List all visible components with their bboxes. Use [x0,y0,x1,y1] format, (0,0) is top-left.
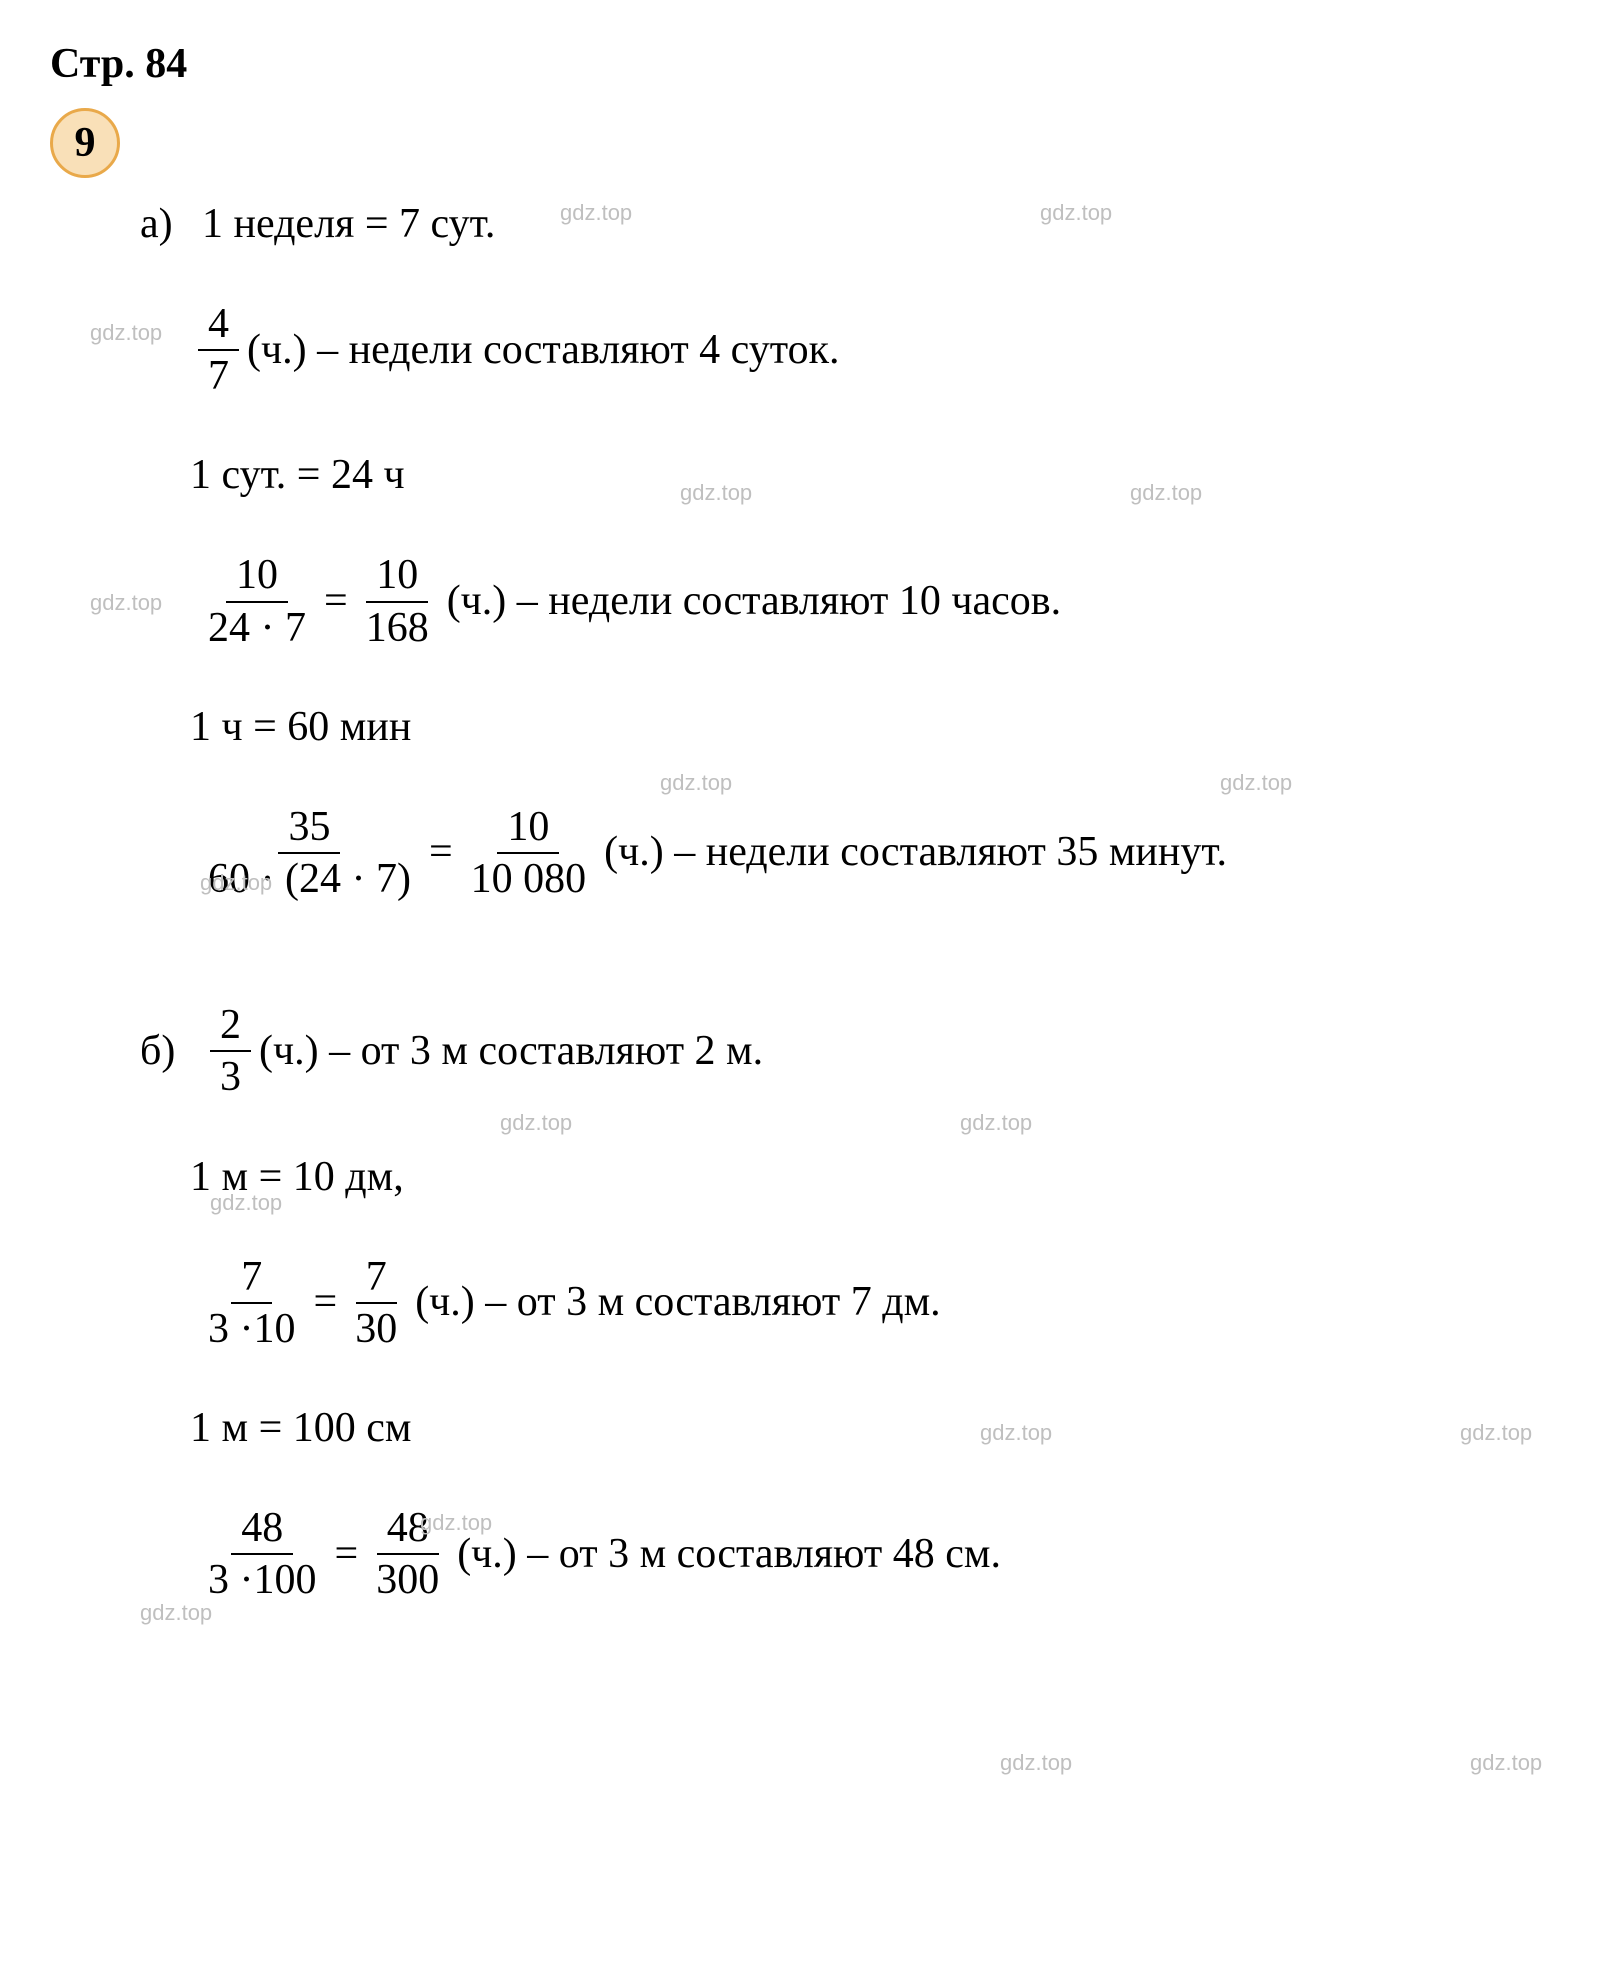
problem-badge: 9 [50,108,120,178]
numerator: 7 [356,1254,397,1304]
part-a-line2: 1 сут. = 24 ч [140,444,1570,507]
denominator: 3 ·10 [198,1304,306,1352]
numerator: 48 [231,1505,293,1555]
numerator: 10 [497,804,559,854]
fraction: 7 30 [345,1254,407,1352]
text: (ч.) – от 3 м составляют 48 см. [457,1523,1001,1586]
part-b-frac3-line: 48 3 ·100 = 48 300 (ч.) – от 3 м составл… [140,1505,1570,1603]
numerator: 35 [278,804,340,854]
watermark: gdz.top [140,1600,212,1626]
equals: = [335,1523,359,1586]
denominator: 3 ·100 [198,1555,327,1603]
numerator: 10 [366,552,428,602]
denominator: 3 [210,1052,251,1100]
equals: = [429,821,453,884]
fraction: 10 10 080 [461,804,597,902]
denominator: 60 · (24 · 7) [198,854,421,902]
part-a-label: а) [140,193,190,256]
denominator: 30 [345,1304,407,1352]
text: (ч.) – от 3 м составляют 2 м. [259,1020,763,1083]
fraction: 35 60 · (24 · 7) [198,804,421,902]
watermark: gdz.top [1000,1750,1072,1776]
page-header: Стр. 84 [50,40,1570,88]
part-a-line1: а) 1 неделя = 7 сут. [140,193,1570,256]
part-b-line2: 1 м = 10 дм, [140,1146,1570,1209]
part-b-label: б) [140,1020,190,1083]
part-b-frac2-line: 7 3 ·10 = 7 30 (ч.) – от 3 м составляют … [140,1254,1570,1352]
fraction: 10 24 · 7 [198,552,316,650]
numerator: 4 [198,301,239,351]
numerator: 10 [226,552,288,602]
fraction: 2 3 [210,1002,251,1100]
denominator: 10 080 [461,854,597,902]
part-a-frac2-line: 10 24 · 7 = 10 168 (ч.) – недели составл… [140,552,1570,650]
part-b-line3: 1 м = 100 см [140,1397,1570,1460]
part-b-frac1-line: б) 2 3 (ч.) – от 3 м составляют 2 м. [140,1002,1570,1100]
numerator: 2 [210,1002,251,1052]
text: 1 ч = 60 мин [190,696,411,759]
part-a-frac1-line: 4 7 (ч.) – недели составляют 4 суток. [140,301,1570,399]
content-area: а) 1 неделя = 7 сут. 4 7 (ч.) – недели с… [50,193,1570,1603]
equals: = [314,1271,338,1334]
denominator: 168 [356,603,439,651]
text: (ч.) – недели составляют 35 минут. [604,821,1227,884]
denominator: 24 · 7 [198,603,316,651]
equals: = [324,570,348,633]
text: 1 м = 100 см [190,1397,411,1460]
text: 1 м = 10 дм, [190,1146,404,1209]
watermark: gdz.top [1470,1750,1542,1776]
text: (ч.) – недели составляют 10 часов. [447,570,1061,633]
text: (ч.) – от 3 м составляют 7 дм. [415,1271,941,1334]
numerator: 48 [377,1505,439,1555]
part-a-line3: 1 ч = 60 мин [140,696,1570,759]
text: (ч.) – недели составляют 4 суток. [247,319,839,382]
fraction: 7 3 ·10 [198,1254,306,1352]
fraction: 48 300 [366,1505,449,1603]
fraction: 48 3 ·100 [198,1505,327,1603]
denominator: 7 [198,351,239,399]
numerator: 7 [231,1254,272,1304]
part-a-frac3-line: 35 60 · (24 · 7) = 10 10 080 (ч.) – неде… [140,804,1570,902]
text: 1 неделя = 7 сут. [202,193,495,256]
fraction: 4 7 [198,301,239,399]
denominator: 300 [366,1555,449,1603]
fraction: 10 168 [356,552,439,650]
text: 1 сут. = 24 ч [190,444,405,507]
